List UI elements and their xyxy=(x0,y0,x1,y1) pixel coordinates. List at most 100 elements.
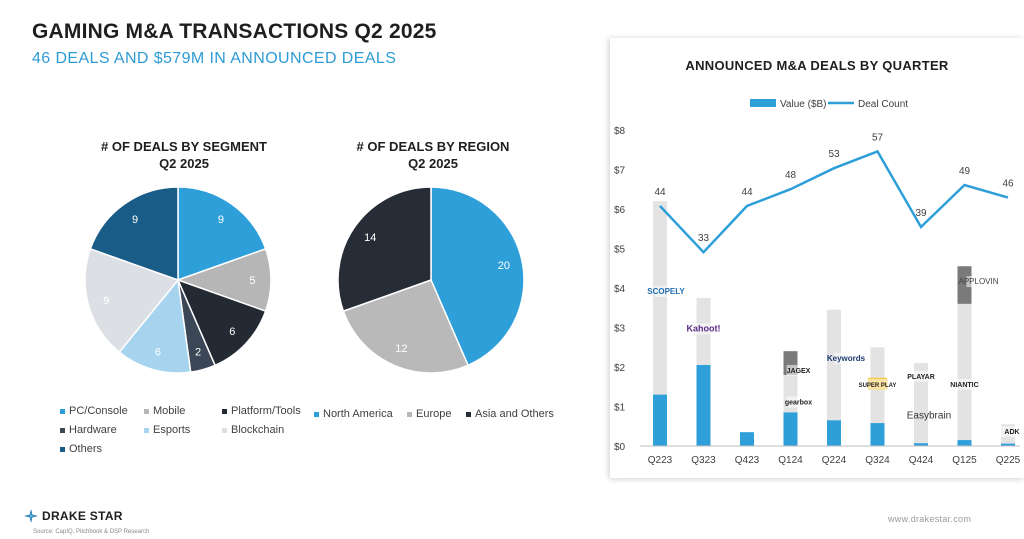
segment-legend-swatch xyxy=(60,408,65,414)
segment-legend-item-blockchain: Blockchain xyxy=(222,424,284,436)
segment-slice-label-esports: 6 xyxy=(155,347,161,359)
brand-name: DRAKE STAR xyxy=(42,509,123,523)
category-label-Q225: Q225 xyxy=(996,455,1021,466)
value-bar-Q323 xyxy=(696,365,711,446)
value-bar-Q424 xyxy=(914,443,928,446)
annotation-label-applovin: APPLOVIN xyxy=(958,277,998,286)
deal-count-label-Q124: 48 xyxy=(785,170,797,181)
segment-legend-item-hardware: Hardware xyxy=(60,424,117,436)
segment-pie-title-line1: # OF DEALS BY SEGMENT xyxy=(101,139,267,154)
segment-slice-label-pc-console: 9 xyxy=(218,214,224,226)
region-legend-swatch xyxy=(314,411,319,417)
region-pie-title-line2: Q2 2025 xyxy=(408,156,458,171)
annotation-label-super-play: SUPER PLAY xyxy=(859,383,897,389)
y-tick-label: $3 xyxy=(614,324,626,335)
segment-legend-swatch xyxy=(144,408,149,414)
segment-slice-blockchain xyxy=(84,247,180,354)
segment-slice-label-platform-tools: 6 xyxy=(229,326,235,338)
region-legend-item-north-america: North America xyxy=(314,408,393,420)
segment-slice-pc-console xyxy=(177,186,267,282)
y-tick-label: $8 xyxy=(614,126,626,137)
category-label-Q423: Q423 xyxy=(735,455,760,466)
segment-legend-swatch xyxy=(144,427,149,433)
annotation-label-keywords: Keywords xyxy=(827,354,866,363)
background-bar-Q224 xyxy=(827,309,841,446)
deal-count-label-Q223: 44 xyxy=(654,187,666,198)
segment-legend: PC/Console Mobile Platform/Tools Hardware Es… xyxy=(60,405,320,465)
region-legend: North America Europe Asia and Others xyxy=(314,408,564,428)
y-tick-label: $0 xyxy=(614,442,626,453)
value-bar-Q324 xyxy=(870,423,885,446)
y-tick-label: $2 xyxy=(614,363,626,374)
annotation-backdrop xyxy=(909,370,933,382)
legend-line-label: Deal Count xyxy=(858,99,908,110)
website-url: www.drakestar.com xyxy=(888,514,972,524)
y-tick-label: $7 xyxy=(614,166,626,177)
annotation-label-gearbox: gearbox xyxy=(785,400,812,407)
background-bar-Q424 xyxy=(914,363,928,446)
region-legend-label: Asia and Others xyxy=(475,408,554,420)
annotation-super-play: SUPER PLAY xyxy=(859,377,897,390)
deal-count-label-Q224: 53 xyxy=(828,149,840,160)
annotation-niantic: NIANTIC xyxy=(950,378,979,390)
region-slice-label-europe: 12 xyxy=(395,343,407,355)
segment-pie-chart: 9 5 6 2 6 9 9 xyxy=(84,186,272,374)
segment-legend-label: Mobile xyxy=(153,405,186,417)
segment-slice-others xyxy=(89,186,179,282)
value-bar-Q124 xyxy=(783,412,798,446)
value-bar-Q224 xyxy=(827,420,841,446)
annotation-backdrop xyxy=(786,364,811,376)
segment-legend-swatch xyxy=(222,408,227,414)
quarterly-chart: Value ($B) Deal Count $0 $1 $2 $3 $4 $5 $6 $7 $8 Q2… xyxy=(614,99,1024,466)
region-legend-label: North America xyxy=(323,408,393,420)
annotation-backdrop xyxy=(691,323,716,335)
segment-slice-label-blockchain: 9 xyxy=(103,295,109,307)
segment-slice-esports xyxy=(118,278,192,374)
y-tick-label: $5 xyxy=(614,245,626,256)
annotation-playar: PLAYAR xyxy=(907,370,935,382)
category-label-Q324: Q324 xyxy=(865,455,890,466)
quarterly-legend: Value ($B) Deal Count xyxy=(750,99,908,110)
annotation-label-jagex: JAGEX xyxy=(787,368,811,375)
source-note: Source: CapIQ, Pitchbook & DSP Research xyxy=(33,529,150,535)
region-legend-swatch xyxy=(407,411,412,417)
quarterly-chart-title: ANNOUNCED M&A DEALS BY QUARTER xyxy=(685,58,949,73)
segment-slice-label-mobile: 5 xyxy=(249,275,255,287)
background-bar-Q125 xyxy=(957,266,972,446)
region-legend-swatch xyxy=(466,411,471,417)
drake-star-logo: DRAKE STAR xyxy=(24,509,123,523)
category-label-Q323: Q323 xyxy=(691,455,716,466)
region-pie-title-line1: # OF DEALS BY REGION xyxy=(356,139,510,154)
segment-legend-swatch xyxy=(60,427,65,433)
star-icon xyxy=(24,509,38,523)
region-legend-item-asia-and-others: Asia and Others xyxy=(466,408,554,420)
region-legend-label: Europe xyxy=(416,408,452,420)
category-label-Q223: Q223 xyxy=(648,455,673,466)
annotation-label-easybrain: Easybrain xyxy=(907,410,951,421)
annotation-label-niantic: NIANTIC xyxy=(950,382,978,389)
legend-bar-swatch xyxy=(750,99,776,107)
value-bar-Q225 xyxy=(1001,443,1015,446)
annotation-label-scopely: SCOPELY xyxy=(647,287,685,296)
value-bar-Q423 xyxy=(740,432,754,446)
segment-legend-label: Platform/Tools xyxy=(231,405,301,417)
region-slice-label-north-america: 20 xyxy=(498,260,510,272)
segment-slice-label-hardware: 2 xyxy=(195,347,201,359)
annotation-label-kahoot: Kahoot! xyxy=(687,323,721,333)
value-bar-Q223 xyxy=(653,394,667,446)
legend-bar-label: Value ($B) xyxy=(780,99,827,110)
annotation-backdrop xyxy=(834,353,858,365)
deal-count-label-Q424: 39 xyxy=(915,208,927,219)
deal-count-label-Q423: 44 xyxy=(741,187,753,198)
category-label-Q124: Q124 xyxy=(778,455,803,466)
y-tick-label: $4 xyxy=(614,284,626,295)
region-slice-europe xyxy=(342,279,470,374)
category-label-Q224: Q224 xyxy=(822,455,847,466)
segment-legend-label: PC/Console xyxy=(69,405,128,417)
annotation-kahoot: Kahoot! xyxy=(687,323,721,335)
annotation-backdrop xyxy=(786,396,811,408)
deal-count-label-Q125: 49 xyxy=(959,166,971,177)
annotation-adk: ADK xyxy=(1000,426,1024,438)
deal-count-label-Q323: 33 xyxy=(698,233,710,244)
segment-slice-label-others: 9 xyxy=(132,214,138,226)
